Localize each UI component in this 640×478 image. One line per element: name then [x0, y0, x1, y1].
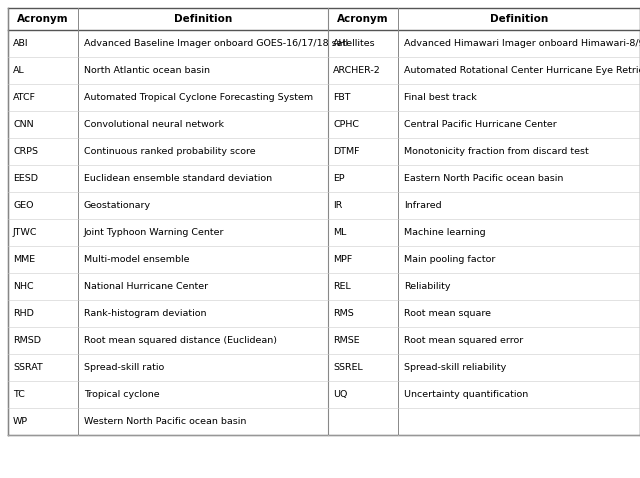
Text: ATCF: ATCF: [13, 93, 36, 102]
Text: RMSE: RMSE: [333, 336, 360, 345]
Text: Spread-skill ratio: Spread-skill ratio: [84, 363, 164, 372]
Text: TC: TC: [13, 390, 25, 399]
Text: MPF: MPF: [333, 255, 352, 264]
Text: Monotonicity fraction from discard test: Monotonicity fraction from discard test: [404, 147, 589, 156]
Text: National Hurricane Center: National Hurricane Center: [84, 282, 208, 291]
Text: Tropical cyclone: Tropical cyclone: [84, 390, 159, 399]
Text: Automated Rotational Center Hurricane Eye Retrieval: Automated Rotational Center Hurricane Ey…: [404, 66, 640, 75]
Text: AHI: AHI: [333, 39, 349, 48]
Text: ABI: ABI: [13, 39, 29, 48]
Text: North Atlantic ocean basin: North Atlantic ocean basin: [84, 66, 210, 75]
Text: Reliability: Reliability: [404, 282, 451, 291]
Text: Spread-skill reliability: Spread-skill reliability: [404, 363, 506, 372]
Text: Root mean squared error: Root mean squared error: [404, 336, 524, 345]
Text: Eastern North Pacific ocean basin: Eastern North Pacific ocean basin: [404, 174, 563, 183]
Text: WP: WP: [13, 417, 28, 426]
Text: SSREL: SSREL: [333, 363, 363, 372]
Text: AL: AL: [13, 66, 25, 75]
Text: Main pooling factor: Main pooling factor: [404, 255, 495, 264]
Text: CPHC: CPHC: [333, 120, 359, 129]
Text: RHD: RHD: [13, 309, 34, 318]
Text: Western North Pacific ocean basin: Western North Pacific ocean basin: [84, 417, 246, 426]
Text: IR: IR: [333, 201, 342, 210]
Text: NHC: NHC: [13, 282, 34, 291]
Text: EESD: EESD: [13, 174, 38, 183]
Text: Definition: Definition: [490, 14, 548, 24]
Text: Infrared: Infrared: [404, 201, 442, 210]
Text: Definition: Definition: [174, 14, 232, 24]
Text: GEO: GEO: [13, 201, 33, 210]
Text: SSRAT: SSRAT: [13, 363, 43, 372]
Text: ARCHER-2: ARCHER-2: [333, 66, 381, 75]
Text: Rank-histogram deviation: Rank-histogram deviation: [84, 309, 207, 318]
Text: JTWC: JTWC: [13, 228, 38, 237]
Text: MME: MME: [13, 255, 35, 264]
Text: Acronym: Acronym: [17, 14, 69, 24]
Text: RMS: RMS: [333, 309, 354, 318]
Text: EP: EP: [333, 174, 344, 183]
Text: Multi-model ensemble: Multi-model ensemble: [84, 255, 189, 264]
Text: Acronym: Acronym: [337, 14, 389, 24]
Text: DTMF: DTMF: [333, 147, 360, 156]
Text: Final best track: Final best track: [404, 93, 477, 102]
Text: Advanced Baseline Imager onboard GOES-16/17/18 satellites: Advanced Baseline Imager onboard GOES-16…: [84, 39, 374, 48]
Text: Joint Typhoon Warning Center: Joint Typhoon Warning Center: [84, 228, 225, 237]
Text: Uncertainty quantification: Uncertainty quantification: [404, 390, 528, 399]
Text: Automated Tropical Cyclone Forecasting System: Automated Tropical Cyclone Forecasting S…: [84, 93, 313, 102]
Text: RMSD: RMSD: [13, 336, 41, 345]
Text: Advanced Himawari Imager onboard Himawari-8/9 satellites: Advanced Himawari Imager onboard Himawar…: [404, 39, 640, 48]
Text: Root mean square: Root mean square: [404, 309, 491, 318]
Text: Euclidean ensemble standard deviation: Euclidean ensemble standard deviation: [84, 174, 272, 183]
Text: ML: ML: [333, 228, 346, 237]
Text: CNN: CNN: [13, 120, 34, 129]
Text: Continuous ranked probability score: Continuous ranked probability score: [84, 147, 255, 156]
Text: UQ: UQ: [333, 390, 348, 399]
Text: REL: REL: [333, 282, 351, 291]
Text: Root mean squared distance (Euclidean): Root mean squared distance (Euclidean): [84, 336, 277, 345]
Text: Central Pacific Hurricane Center: Central Pacific Hurricane Center: [404, 120, 557, 129]
Text: FBT: FBT: [333, 93, 351, 102]
Text: Convolutional neural network: Convolutional neural network: [84, 120, 224, 129]
Text: CRPS: CRPS: [13, 147, 38, 156]
Text: Machine learning: Machine learning: [404, 228, 486, 237]
Text: Geostationary: Geostationary: [84, 201, 151, 210]
